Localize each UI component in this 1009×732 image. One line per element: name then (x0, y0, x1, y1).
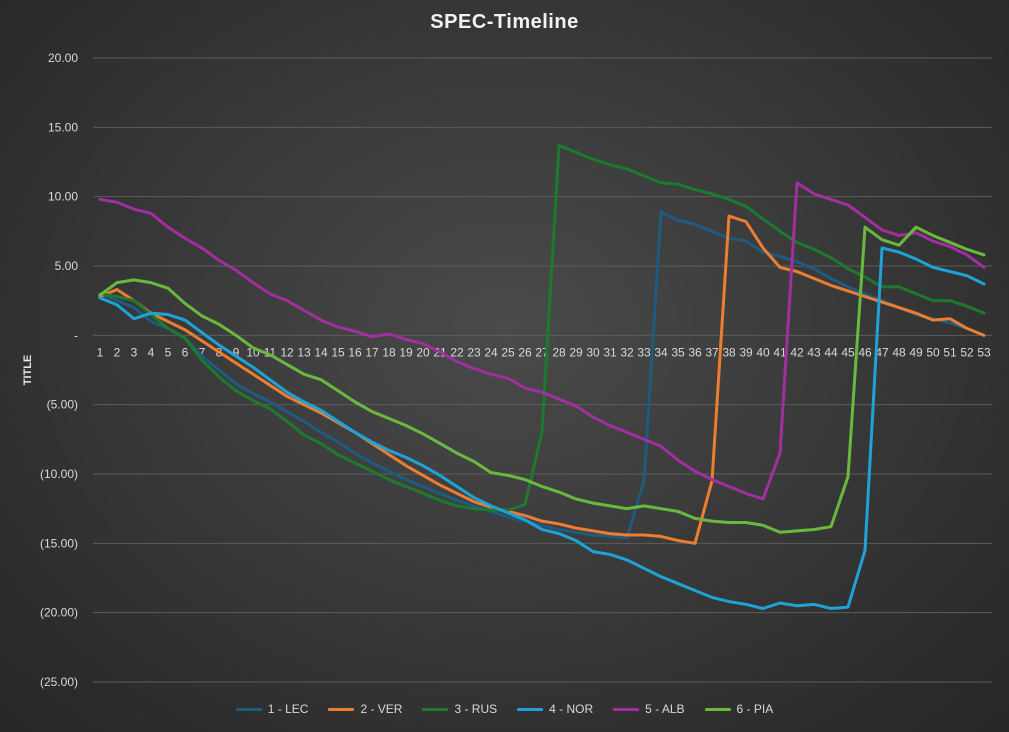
series-line-3-rus (98, 143, 986, 512)
x-tick-label: 1 (97, 345, 104, 359)
y-tick-label: (10.00) (40, 467, 78, 481)
x-tick-label: 35 (671, 345, 685, 359)
x-tick-label: 45 (841, 345, 855, 359)
series-line-2-ver (98, 214, 986, 545)
legend-swatch (422, 707, 449, 711)
x-tick-label: 52 (960, 345, 974, 359)
x-tick-label: 24 (484, 345, 498, 359)
legend-item: 4 - NOR (517, 702, 593, 716)
chart-title: SPEC-Timeline (430, 11, 579, 33)
legend-item: 2 - VER (328, 702, 402, 716)
legend-swatch (235, 707, 262, 711)
x-tick-label: 18 (382, 345, 396, 359)
y-tick-label: - (74, 328, 78, 342)
legend-item: 3 - RUS (422, 702, 497, 716)
x-tick-label: 3 (131, 345, 138, 359)
y-tick-label: 5.00 (55, 259, 79, 273)
legend-swatch (328, 707, 355, 711)
legend-swatch (704, 707, 731, 711)
legend-label: 2 - VER (360, 702, 403, 716)
series-line-6-pia (98, 225, 986, 534)
x-tick-label: 46 (858, 345, 872, 359)
series-line-4-nor (98, 246, 986, 611)
y-tick-label: (15.00) (40, 536, 78, 550)
x-tick-label: 14 (314, 345, 328, 359)
x-tick-label: 29 (569, 345, 583, 359)
x-tick-label: 5 (165, 345, 172, 359)
x-tick-label: 40 (756, 345, 770, 359)
y-tick-label: 15.00 (48, 120, 78, 134)
x-tick-label: 32 (620, 345, 634, 359)
legend-item: 1 - LEC (235, 702, 309, 716)
legend-label: 4 - NOR (549, 702, 594, 716)
x-tick-label: 7 (199, 345, 206, 359)
y-tick-label: 10.00 (48, 190, 78, 204)
x-tick-label: 47 (875, 345, 889, 359)
chart-legend: 1 - LEC 2 - VER 3 - RUS 4 - NOR 5 - ALB 6 - P… (0, 702, 1009, 716)
y-tick-label: (25.00) (40, 675, 78, 689)
x-tick-label: 28 (552, 345, 566, 359)
x-tick-label: 51 (943, 345, 957, 359)
x-tick-label: 30 (586, 345, 600, 359)
series-line-1-lec (98, 210, 986, 540)
x-tick-label: 37 (705, 345, 719, 359)
x-tick-label: 15 (331, 345, 345, 359)
x-tick-label: 33 (637, 345, 651, 359)
x-tick-label: 20 (416, 345, 430, 359)
legend-label: 6 - PIA (736, 702, 774, 716)
x-tick-label: 48 (892, 345, 906, 359)
x-tick-label: 53 (977, 345, 991, 359)
x-tick-label: 22 (450, 345, 464, 359)
x-tick-label: 34 (654, 345, 668, 359)
x-tick-label: 36 (688, 345, 702, 359)
legend-swatch (517, 707, 544, 711)
x-tick-label: 41 (773, 345, 787, 359)
legend-label: 3 - RUS (454, 702, 498, 716)
x-tick-label: 44 (824, 345, 838, 359)
x-tick-label: 49 (909, 345, 923, 359)
legend-item: 6 - PIA (704, 702, 774, 716)
x-tick-label: 39 (739, 345, 753, 359)
x-tick-label: 4 (148, 345, 155, 359)
y-tick-label: (20.00) (40, 606, 78, 620)
x-tick-label: 43 (807, 345, 821, 359)
legend-label: 5 - ALB (645, 702, 685, 716)
y-tick-label: 20.00 (48, 51, 78, 65)
x-tick-label: 16 (348, 345, 362, 359)
x-tick-label: 26 (518, 345, 532, 359)
x-tick-label: 42 (790, 345, 804, 359)
legend-swatch (613, 707, 640, 711)
x-tick-label: 17 (365, 345, 379, 359)
x-tick-label: 23 (467, 345, 481, 359)
series-line-5-alb (98, 181, 986, 501)
x-tick-label: 25 (501, 345, 515, 359)
x-tick-label: 9 (233, 345, 240, 359)
x-tick-label: 2 (114, 345, 121, 359)
x-tick-label: 12 (280, 345, 294, 359)
x-tick-label: 19 (399, 345, 413, 359)
x-tick-label: 38 (722, 345, 736, 359)
x-tick-label: 13 (297, 345, 311, 359)
x-tick-label: 50 (926, 345, 940, 359)
legend-item: 5 - ALB (613, 702, 685, 716)
x-tick-label: 6 (182, 345, 189, 359)
legend-label: 1 - LEC (267, 702, 309, 716)
x-tick-label: 31 (603, 345, 617, 359)
y-tick-label: (5.00) (47, 398, 78, 412)
